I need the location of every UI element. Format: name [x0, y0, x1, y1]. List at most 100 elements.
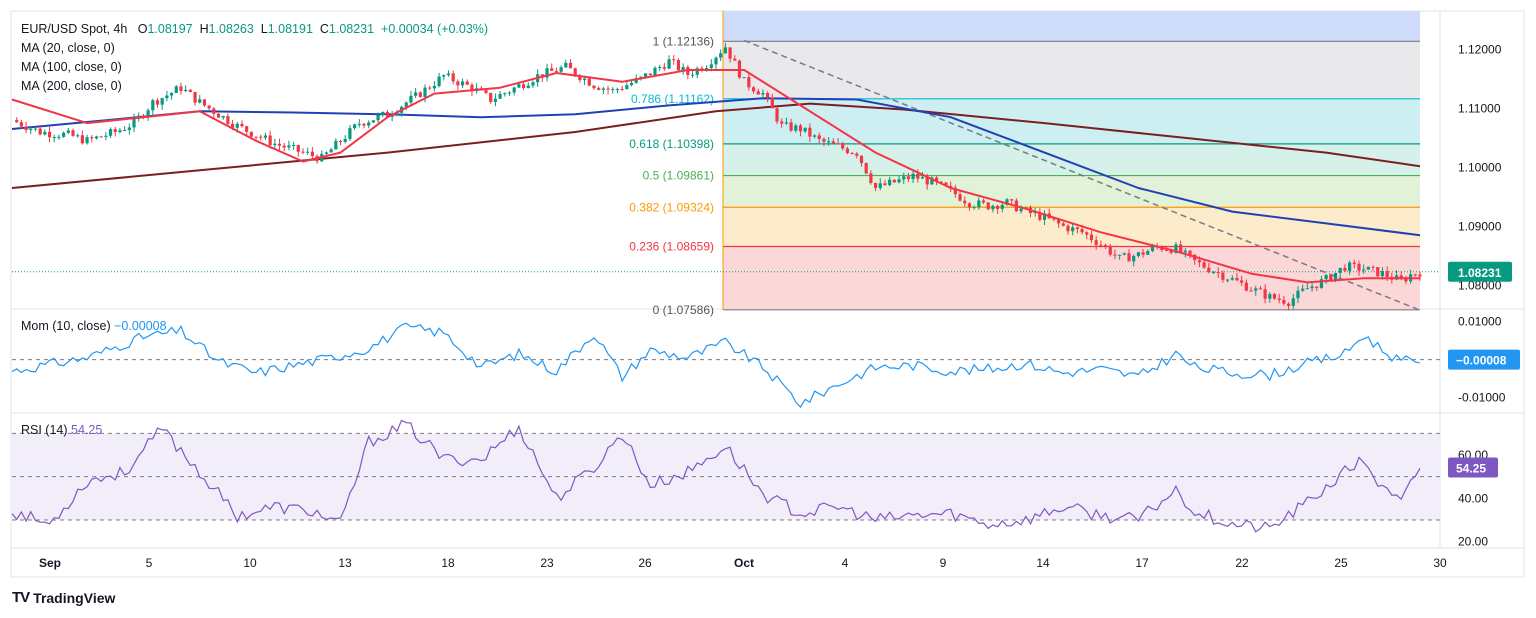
candle-body [338, 140, 343, 142]
rsi-badge [1448, 457, 1498, 478]
candle-body [742, 77, 746, 79]
candle-body [1174, 244, 1178, 253]
candle-body [587, 78, 591, 86]
mom-legend-value: −0.00008 [114, 319, 167, 333]
candle-body [625, 85, 629, 90]
time-tick-label: Oct [734, 556, 754, 570]
candle-body [517, 84, 521, 88]
candle-body [531, 82, 535, 86]
candle-body [780, 121, 784, 124]
candle-body [756, 91, 760, 95]
candle-body [564, 62, 568, 68]
symbol-label[interactable]: EUR/USD Spot, 4h [21, 22, 128, 36]
candle-body [118, 130, 122, 133]
last-price-badge-text: 1.08231 [1458, 266, 1502, 280]
candle-body [1118, 254, 1122, 256]
candle-body [512, 87, 516, 93]
candle-body [1385, 271, 1389, 277]
candle-body [212, 108, 216, 114]
fib-level-label: 0.236 (1.08659) [629, 240, 714, 254]
candle-body [582, 78, 587, 81]
high-label: H [199, 22, 209, 36]
candle-body [1146, 250, 1150, 255]
candle-body [343, 138, 347, 142]
candle-body [1286, 303, 1291, 306]
time-tick-label: 9 [940, 556, 947, 570]
candle-body [132, 118, 136, 128]
candle-body [1324, 275, 1328, 280]
rsi-legend[interactable]: RSI (14) 54.25 [21, 423, 102, 437]
candle-body [920, 177, 925, 179]
candle-body [174, 86, 178, 93]
candle-body [869, 173, 873, 184]
candle-body [287, 145, 291, 148]
candle-body [1404, 278, 1408, 282]
candle-body [47, 131, 52, 138]
candle-body [301, 151, 305, 153]
candle-body [310, 151, 314, 157]
candle-body [1380, 271, 1385, 277]
fib-level-label: 0.5 (1.09861) [643, 169, 714, 183]
change-value: +0.00034 (+0.03%) [381, 22, 489, 36]
candle-body [1216, 272, 1220, 274]
candle-body [784, 122, 788, 124]
candle-body [418, 92, 422, 98]
candle-body [1066, 225, 1070, 232]
candle-body [456, 81, 460, 86]
candle-body [925, 177, 929, 185]
candle-body [52, 137, 56, 139]
candle-body [221, 116, 225, 118]
candle-body [123, 130, 127, 132]
candle-body [775, 108, 779, 122]
time-tick-label: 30 [1433, 556, 1447, 570]
candle-body [944, 182, 948, 186]
rsi-label: RSI (14) [21, 423, 68, 437]
fib-level-label: 0.618 (1.10398) [629, 137, 714, 151]
candle-body [1291, 298, 1295, 306]
candle-body [202, 99, 207, 106]
candle-body [66, 130, 70, 133]
candle-body [230, 123, 235, 128]
fib-level-label: 1 (1.12136) [653, 34, 714, 48]
tradingview-brand[interactable]: TV TradingView [12, 589, 115, 606]
candle-body [550, 68, 554, 71]
last-price-badge [1448, 261, 1512, 282]
candle-body [597, 88, 601, 90]
candle-body [1179, 244, 1183, 253]
candle-body [1113, 254, 1117, 256]
fib-zone [723, 246, 1420, 310]
price-tick-label: 1.09000 [1458, 219, 1502, 233]
candle-body [521, 84, 526, 89]
candle-body [1019, 208, 1023, 212]
candle-body [437, 76, 441, 87]
candle-body [1263, 289, 1267, 299]
candle-body [329, 149, 333, 153]
candle-body [165, 95, 169, 99]
candle-body [1258, 288, 1263, 290]
candle-body [1296, 290, 1300, 299]
candle-body [76, 135, 80, 137]
candle-body [428, 87, 432, 89]
candle-body [963, 200, 967, 204]
candle-body [1164, 249, 1169, 251]
candle-body [611, 89, 615, 91]
candle-body [1413, 274, 1417, 276]
fib-zone [723, 207, 1420, 247]
candle-body [747, 77, 751, 88]
candle-body [193, 91, 197, 103]
ma20-legend[interactable]: MA (20, close, 0) [21, 41, 115, 55]
mom-legend[interactable]: Mom (10, close) −0.00008 [21, 319, 167, 333]
price-tick-label: 1.08000 [1458, 278, 1502, 292]
candle-body [770, 97, 774, 109]
candle-body [324, 152, 329, 154]
ma200-legend[interactable]: MA (200, close, 0) [21, 79, 122, 93]
rsi-badge-text: 54.25 [1456, 461, 1486, 475]
candle-body [794, 125, 798, 131]
candle-body [1277, 298, 1281, 300]
candle-body [1052, 218, 1056, 220]
ma100-legend[interactable]: MA (100, close, 0) [21, 60, 122, 74]
time-tick-label: 10 [243, 556, 257, 570]
candle-body [127, 127, 131, 131]
candle-body [714, 57, 718, 65]
candle-body [1343, 267, 1347, 271]
